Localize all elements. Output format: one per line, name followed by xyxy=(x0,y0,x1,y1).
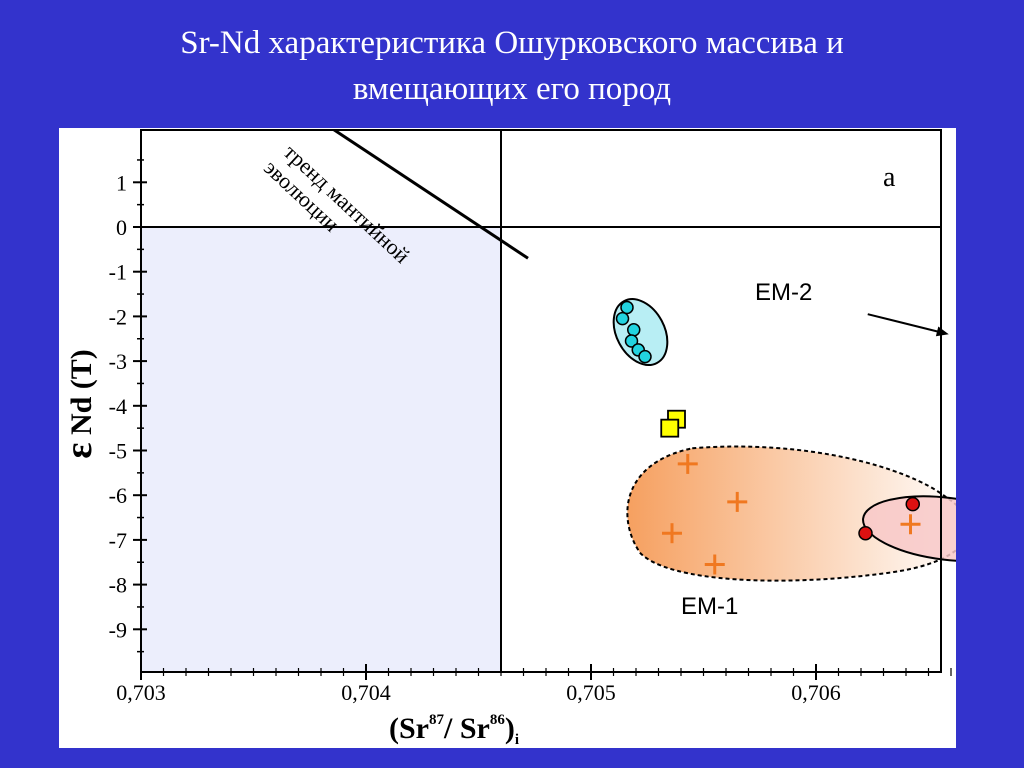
y-axis-label-epsilon: ε xyxy=(59,443,100,459)
x-tick-label: 0,704 xyxy=(341,680,391,705)
y-tick-label: -9 xyxy=(109,617,127,642)
y-axis-label: ε Nd (T) xyxy=(58,349,100,459)
slide-title-line2: вмещающих его пород xyxy=(352,71,672,107)
y-tick-label: -5 xyxy=(109,439,127,464)
plot-frame xyxy=(140,129,942,673)
point-square-1 xyxy=(660,418,680,438)
y-tick-label: -1 xyxy=(109,260,127,285)
data-markers xyxy=(615,300,1008,575)
em2-arrow xyxy=(867,313,942,334)
point-cross-4 xyxy=(900,514,921,535)
x-label-base1: (Sr xyxy=(389,712,429,745)
y-tick-label: -2 xyxy=(109,304,127,329)
y-tick-label: -3 xyxy=(109,349,127,374)
x-tick-label: 0,705 xyxy=(566,680,616,705)
x-tick-label: 0,706 xyxy=(791,680,841,705)
slide-title: Sr-Nd характеристика Ошурковского массив… xyxy=(0,20,1024,112)
point-cross-3 xyxy=(704,554,725,575)
x-label-sub: i xyxy=(515,732,519,748)
y-tick-label: 1 xyxy=(116,170,127,195)
slide-title-line1: Sr-Nd характеристика Ошурковского массив… xyxy=(180,25,844,61)
svg-text:ε Nd (T): ε Nd (T) xyxy=(59,349,100,459)
mantle-trend-line xyxy=(331,130,529,260)
point-circle-s3-0 xyxy=(905,496,920,512)
y-axis-label-text: Nd (T) xyxy=(65,349,98,435)
point-cross-2 xyxy=(662,523,682,544)
y-tick-label: -8 xyxy=(109,573,127,598)
point-circle-s0-5 xyxy=(638,349,652,364)
em2-arrowhead xyxy=(935,326,949,337)
point-circle-s0-2 xyxy=(627,323,641,337)
sr-nd-chart: тренд мантийной эволюции 10-1-2-3-4-5-6-… xyxy=(58,129,1024,748)
x-label-mid: / Sr xyxy=(443,712,490,745)
point-circle-s0-0 xyxy=(620,300,634,315)
depleted-mantle-region xyxy=(141,227,501,672)
point-cross-1 xyxy=(727,491,748,512)
point-circle-s3-1 xyxy=(858,525,873,541)
y-tick-label: 0 xyxy=(116,215,127,240)
y-axis-ticks: 1 0 -1 -2 -3 -4 -5 -6 -7 -8 -9 xyxy=(109,159,147,653)
x-label-sup1: 87 xyxy=(429,712,445,728)
y-tick-label: -6 xyxy=(109,483,127,508)
point-circle-s0-3 xyxy=(624,334,639,348)
point-cross-0 xyxy=(677,453,698,474)
em1-field xyxy=(626,445,970,582)
panel-label: а xyxy=(883,162,896,193)
x-axis-label: (Sr87/ Sr86)i xyxy=(389,712,519,748)
y-tick-label: -7 xyxy=(109,528,127,553)
x-tick-label: 0,703 xyxy=(116,680,166,705)
y-tick-label: -4 xyxy=(109,394,127,419)
x-label-sup2: 86 xyxy=(490,712,506,728)
em2-label: EM-2 xyxy=(755,279,812,306)
x-label-close: ) xyxy=(505,712,515,745)
chart-panel: тренд мантийной эволюции 1 0 -1 -2 -3 -4 -5 -6-… xyxy=(58,128,1024,748)
em1-label: EM-1 xyxy=(681,593,738,620)
point-circle-s0-1 xyxy=(615,311,630,326)
